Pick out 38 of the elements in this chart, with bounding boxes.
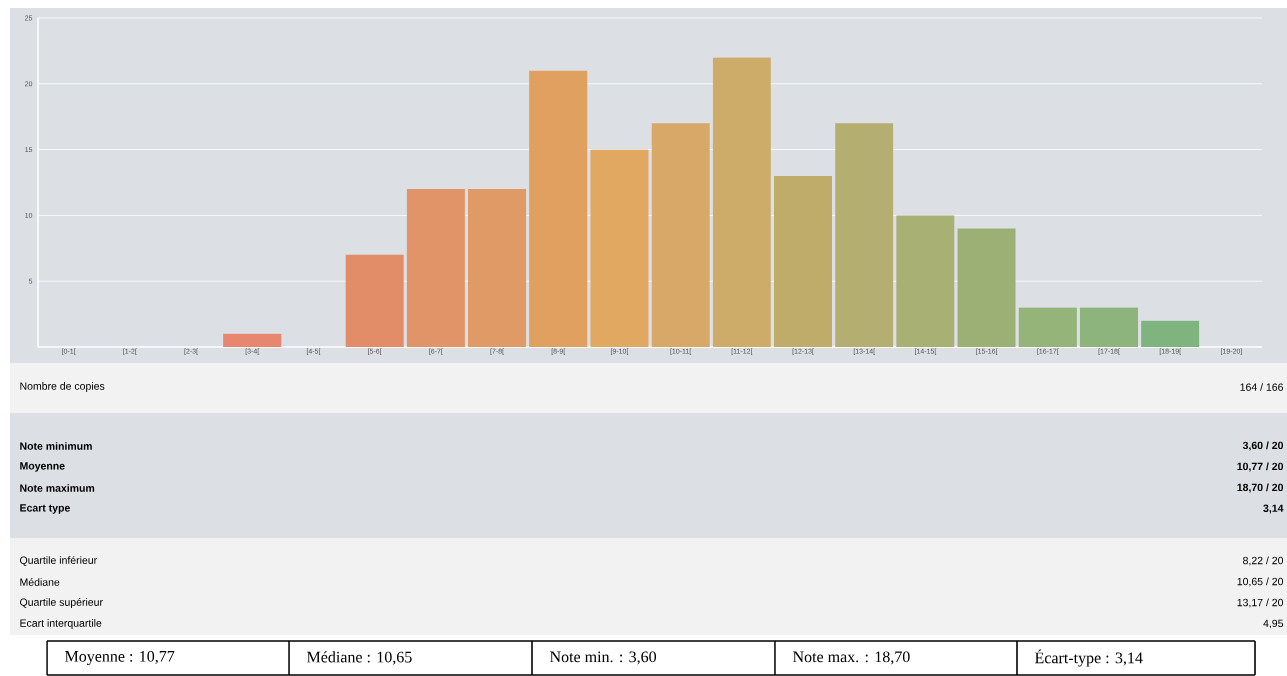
text: Médiane : 10,65 — [307, 651, 412, 665]
text: 8,22 / 20 — [1243, 556, 1284, 566]
text: 164 / 166 — [1240, 383, 1283, 391]
bar — [467, 189, 527, 347]
text: Ecart interquartile — [20, 619, 102, 629]
text: Note minimum — [20, 442, 92, 450]
text: 10,65 / 20 — [1237, 577, 1284, 587]
bar — [651, 123, 710, 347]
text: Note max. : 18,70 — [793, 651, 910, 665]
bar — [529, 70, 588, 347]
bar — [406, 189, 465, 347]
bar — [1141, 320, 1200, 347]
text: Moyenne : 10,77 — [65, 650, 175, 666]
bar — [1018, 307, 1077, 347]
text: Écart-type : 3,14 — [1035, 649, 1143, 667]
bar — [896, 215, 955, 347]
text: Ecart type — [20, 504, 70, 514]
text: Moyenne — [20, 462, 65, 472]
text: Note min. : 3,60 — [550, 651, 657, 665]
text: 3,60 / 20 — [1242, 441, 1284, 451]
bar — [345, 254, 404, 347]
text: Nombre de copies — [20, 382, 105, 392]
bar — [773, 175, 833, 347]
text: Quartile inférieur — [20, 556, 97, 566]
bar — [1079, 307, 1139, 347]
text: 10,77 / 20 — [1237, 462, 1284, 472]
text: 4,95 — [1263, 619, 1284, 629]
bar — [223, 333, 282, 347]
bar — [835, 123, 894, 347]
text: Médiane — [20, 578, 60, 586]
text: Note maximum — [20, 484, 95, 492]
text: 13,17 / 20 — [1237, 598, 1284, 608]
bar — [712, 57, 771, 347]
bar — [590, 149, 649, 347]
bar — [957, 228, 1016, 347]
text: 3,14 — [1263, 504, 1284, 514]
text: 18,70 / 20 — [1237, 483, 1284, 493]
text: Quartile supérieur — [20, 598, 103, 608]
